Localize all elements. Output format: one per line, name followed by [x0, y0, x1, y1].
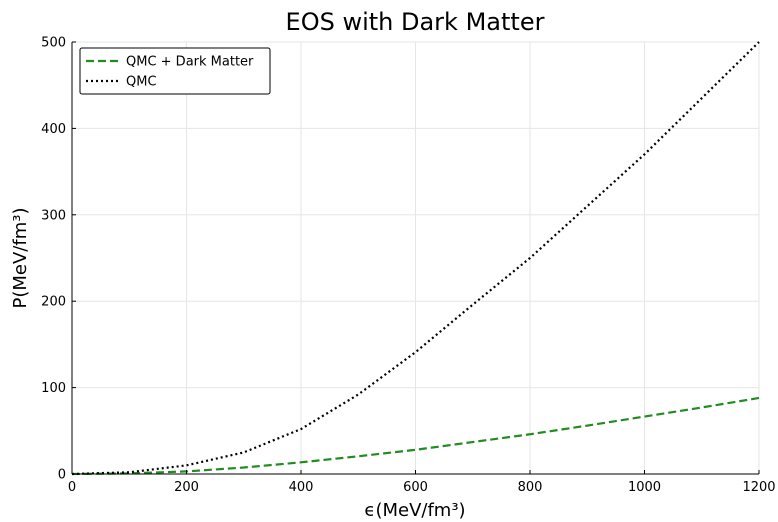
- x-tick-label: 1000: [628, 480, 661, 495]
- y-tick-label: 500: [41, 36, 66, 51]
- legend-label-1: QMC: [126, 75, 157, 90]
- x-tick-label: 1200: [742, 480, 775, 495]
- y-tick-label: 300: [41, 208, 66, 223]
- x-tick-label: 200: [174, 480, 199, 495]
- chart-title: EOS with Dark Matter: [286, 8, 545, 36]
- legend-box: [79, 47, 271, 95]
- x-axis-title: ϵ(MeV/fm³): [364, 500, 465, 521]
- series-line-1: [71, 41, 760, 476]
- y-tick-label: 0: [58, 468, 66, 483]
- y-tick-label: 200: [41, 295, 66, 310]
- x-tick-label: 600: [403, 480, 428, 495]
- legend-label-0: QMC + Dark Matter: [126, 55, 254, 70]
- x-tick-label: 400: [289, 480, 314, 495]
- grid: [72, 41, 760, 474]
- y-tick-label: 100: [41, 381, 66, 396]
- x-tick-label: 800: [518, 480, 543, 495]
- legend: QMC + Dark Matter QMC: [79, 47, 271, 95]
- y-axis-title: P(MeV/fm³): [10, 208, 31, 309]
- axes: 0 200 400 600 800 1000 1200 0 100 200 300 400 500: [41, 36, 775, 496]
- y-tick-label: 400: [41, 122, 66, 137]
- x-tick-label: 0: [68, 480, 76, 495]
